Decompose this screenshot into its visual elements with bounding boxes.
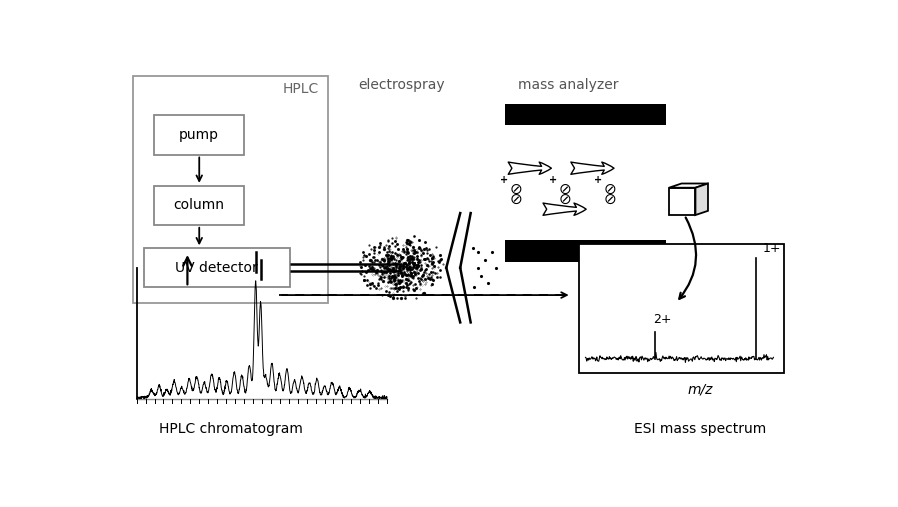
Polygon shape	[669, 184, 708, 188]
Bar	[506, 240, 665, 262]
Text: column: column	[173, 198, 224, 212]
Text: +: +	[594, 175, 602, 185]
Bar	[144, 248, 290, 287]
Bar	[154, 186, 244, 225]
Text: $\oslash$: $\oslash$	[509, 192, 523, 207]
Text: HPLC: HPLC	[283, 82, 319, 96]
Text: electrospray: electrospray	[357, 79, 445, 92]
Text: $\oslash$: $\oslash$	[558, 192, 571, 207]
Bar	[669, 188, 695, 215]
Text: HPLC chromatogram: HPLC chromatogram	[159, 422, 303, 436]
Bar	[154, 116, 244, 155]
Text: mass analyzer: mass analyzer	[518, 79, 619, 92]
Text: 2+: 2+	[653, 313, 672, 327]
Text: pump: pump	[180, 128, 219, 142]
Text: UV detector: UV detector	[175, 261, 258, 275]
Text: ESI mass spectrum: ESI mass spectrum	[634, 422, 767, 436]
Polygon shape	[695, 184, 708, 215]
Text: +: +	[500, 175, 508, 185]
Bar	[506, 104, 665, 125]
Text: $\oslash$: $\oslash$	[603, 182, 617, 197]
Bar	[578, 244, 784, 373]
Text: $\oslash$: $\oslash$	[558, 182, 571, 197]
Text: $\oslash$: $\oslash$	[603, 192, 617, 207]
Text: $\oslash$: $\oslash$	[509, 182, 523, 197]
Text: 1+: 1+	[763, 242, 781, 255]
Text: m/z: m/z	[688, 383, 713, 397]
Bar	[133, 77, 328, 303]
Text: +: +	[549, 175, 557, 185]
